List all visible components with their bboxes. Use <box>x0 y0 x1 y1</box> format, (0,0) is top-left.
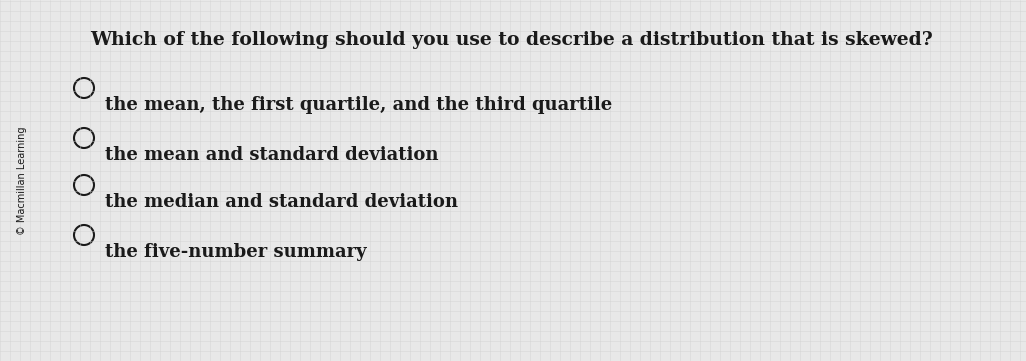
Text: the mean and standard deviation: the mean and standard deviation <box>105 146 438 164</box>
Text: the median and standard deviation: the median and standard deviation <box>105 193 458 211</box>
Text: the mean, the first quartile, and the third quartile: the mean, the first quartile, and the th… <box>105 96 613 114</box>
Text: the five-number summary: the five-number summary <box>105 243 366 261</box>
Text: © Macmillan Learning: © Macmillan Learning <box>17 127 27 235</box>
Text: Which of the following should you use to describe a distribution that is skewed?: Which of the following should you use to… <box>90 31 933 49</box>
